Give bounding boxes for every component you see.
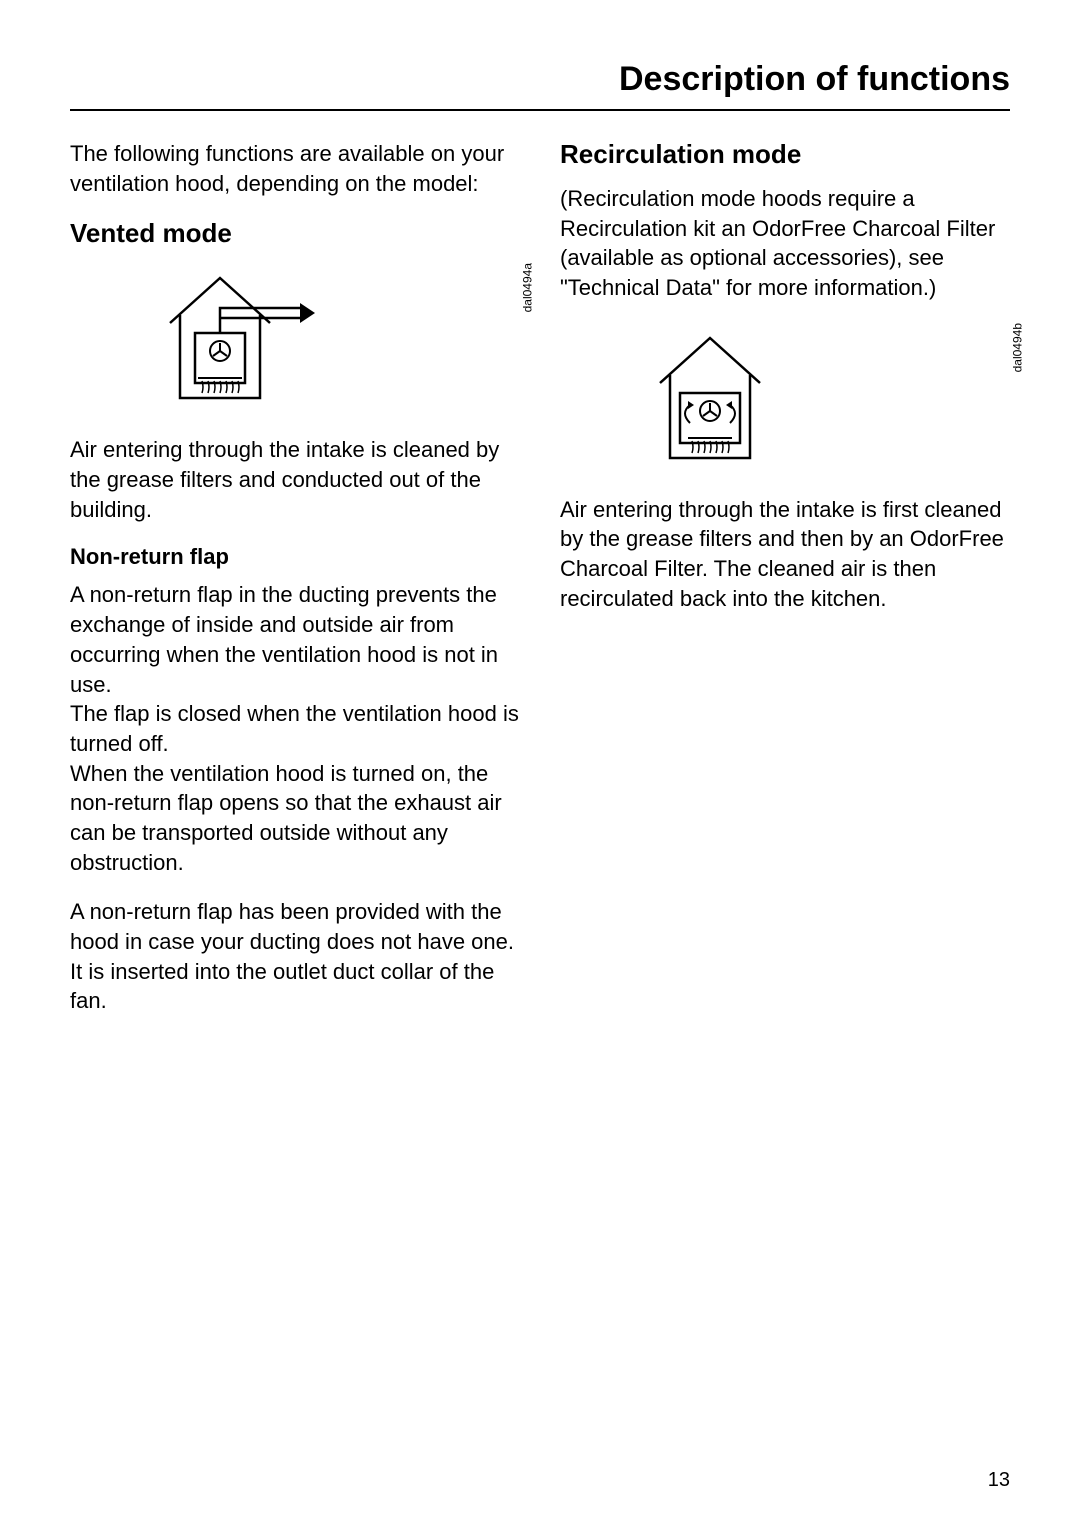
recirculation-house-icon [640,323,810,473]
non-return-para-1: A non-return flap in the ducting prevent… [70,580,520,877]
content-columns: The following functions are available on… [70,139,1010,1036]
non-return-para-2: A non-return flap has been provided with… [70,897,520,1016]
recirculation-figure: dal0494b [560,323,1010,473]
recirculation-para-1: (Recirculation mode hoods require a Reci… [560,184,1010,303]
intro-paragraph: The following functions are available on… [70,139,520,198]
figure-label-a: dal0494a [520,263,534,312]
page-number: 13 [988,1469,1010,1492]
manual-page: Description of functions The following f… [0,0,1080,1532]
vented-house-icon [150,263,320,413]
vented-mode-heading: Vented mode [70,218,520,249]
right-column: Recirculation mode (Recirculation mode h… [560,139,1010,1036]
recirculation-para-2: Air entering through the intake is first… [560,495,1010,614]
vented-mode-figure: dal0494a [70,263,520,413]
left-column: The following functions are available on… [70,139,520,1036]
recirculation-heading: Recirculation mode [560,139,1010,170]
non-return-flap-heading: Non-return flap [70,544,520,570]
page-title: Description of functions [70,60,1010,111]
vented-para-1: Air entering through the intake is clean… [70,435,520,524]
figure-label-b: dal0494b [1010,323,1024,372]
